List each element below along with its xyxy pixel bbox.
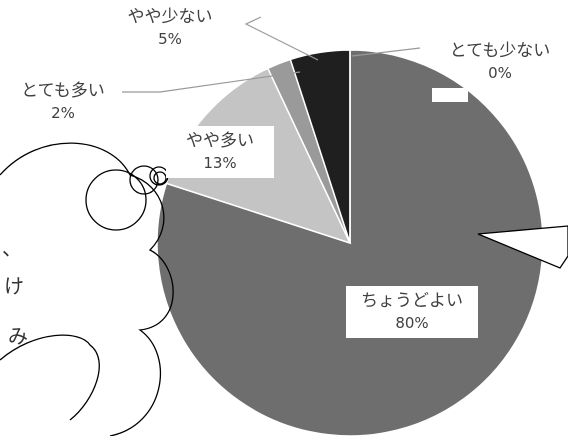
leader-line-yaya-sukunai [244,16,319,61]
leader-line-totemo-ooi [122,71,301,93]
pie-slices [156,49,544,436]
bubble-text-3: み [8,324,28,348]
label-choudo-yoi-value: 80% [395,314,429,332]
label-totemo-sukunai-name: とても少ない [449,41,551,61]
label-yaya-ooi: やや多い 13% [166,126,274,178]
speech-bubble-right [477,225,568,269]
label-totemo-sukunai-value: 0% [488,64,512,82]
thought-cloud [0,142,174,436]
label-totemo-ooi: とても多い 2% [4,80,122,124]
label-totemo-ooi-value: 2% [51,104,75,122]
label-yaya-ooi-value: 13% [203,154,237,172]
label-yaya-sukunai-value: 5% [158,30,182,48]
label-yaya-sukunai-name: やや少ない [127,7,213,27]
label-mask-box [432,88,468,102]
label-totemo-ooi-name: とても多い [21,81,105,101]
label-choudo-yoi-name: ちょうどよい [361,291,463,311]
bubble-text-2: け [4,274,24,298]
label-yaya-sukunai: やや少ない 5% [110,6,230,50]
label-yaya-ooi-name: やや多い [186,131,254,151]
label-choudo-yoi: ちょうどよい 80% [346,286,478,338]
leader-lines [122,16,421,93]
bubble-text-1: 、 [2,236,22,260]
leader-line-totemo-sukunai [351,47,421,57]
label-totemo-sukunai: とても少ない 0% [432,40,568,84]
